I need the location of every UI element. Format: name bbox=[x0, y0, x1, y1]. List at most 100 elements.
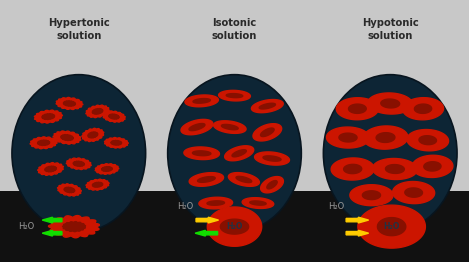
Polygon shape bbox=[213, 121, 246, 133]
Text: H₂O: H₂O bbox=[177, 203, 193, 211]
Polygon shape bbox=[232, 150, 246, 157]
Text: H₂O: H₂O bbox=[329, 203, 345, 211]
Polygon shape bbox=[193, 99, 210, 103]
Polygon shape bbox=[348, 104, 366, 113]
Polygon shape bbox=[185, 95, 219, 107]
Polygon shape bbox=[393, 182, 435, 204]
Polygon shape bbox=[109, 114, 119, 119]
Polygon shape bbox=[207, 201, 225, 205]
Polygon shape bbox=[412, 155, 453, 177]
Polygon shape bbox=[261, 177, 283, 193]
Text: Hypertonic
solution: Hypertonic solution bbox=[48, 18, 110, 41]
Polygon shape bbox=[38, 163, 63, 175]
Polygon shape bbox=[251, 100, 283, 113]
Polygon shape bbox=[66, 158, 91, 170]
Polygon shape bbox=[253, 124, 282, 141]
Polygon shape bbox=[199, 197, 233, 209]
Ellipse shape bbox=[12, 75, 145, 232]
Polygon shape bbox=[228, 173, 259, 186]
Bar bbox=[0, 0, 469, 191]
Polygon shape bbox=[197, 177, 215, 182]
Polygon shape bbox=[376, 133, 395, 143]
Polygon shape bbox=[344, 164, 362, 174]
Polygon shape bbox=[181, 119, 213, 135]
Polygon shape bbox=[225, 146, 254, 161]
FancyArrow shape bbox=[346, 217, 369, 223]
Polygon shape bbox=[378, 218, 406, 236]
Polygon shape bbox=[339, 133, 357, 142]
Polygon shape bbox=[386, 165, 404, 173]
FancyArrow shape bbox=[42, 217, 62, 223]
Polygon shape bbox=[184, 147, 219, 160]
Polygon shape bbox=[48, 216, 99, 238]
Polygon shape bbox=[350, 185, 393, 206]
Polygon shape bbox=[189, 173, 224, 186]
Polygon shape bbox=[372, 159, 417, 179]
FancyArrow shape bbox=[42, 230, 62, 236]
Polygon shape bbox=[363, 191, 380, 200]
Ellipse shape bbox=[323, 75, 457, 232]
Polygon shape bbox=[105, 138, 128, 148]
Polygon shape bbox=[88, 132, 98, 138]
Polygon shape bbox=[192, 151, 211, 156]
Polygon shape bbox=[42, 114, 55, 119]
Ellipse shape bbox=[168, 75, 301, 232]
Polygon shape bbox=[363, 126, 408, 149]
Text: Isotonic
solution: Isotonic solution bbox=[212, 18, 257, 41]
Polygon shape bbox=[30, 137, 57, 149]
Polygon shape bbox=[255, 152, 289, 165]
Polygon shape bbox=[259, 103, 275, 109]
Polygon shape bbox=[336, 98, 378, 120]
Polygon shape bbox=[424, 162, 441, 171]
Polygon shape bbox=[405, 188, 423, 197]
Polygon shape bbox=[358, 205, 425, 248]
Polygon shape bbox=[73, 161, 84, 166]
Polygon shape bbox=[82, 128, 104, 141]
Text: Hypotonic
solution: Hypotonic solution bbox=[362, 18, 419, 41]
Polygon shape bbox=[58, 184, 81, 196]
Polygon shape bbox=[261, 128, 274, 137]
Polygon shape bbox=[236, 176, 252, 183]
Polygon shape bbox=[64, 187, 75, 193]
Polygon shape bbox=[207, 207, 262, 246]
Polygon shape bbox=[267, 181, 277, 189]
Polygon shape bbox=[331, 158, 374, 180]
Polygon shape bbox=[381, 99, 400, 108]
Polygon shape bbox=[221, 124, 238, 130]
Polygon shape bbox=[220, 219, 249, 234]
Polygon shape bbox=[189, 123, 205, 131]
Polygon shape bbox=[402, 98, 444, 120]
Text: H₂O: H₂O bbox=[227, 222, 242, 231]
FancyArrow shape bbox=[196, 217, 219, 223]
Polygon shape bbox=[103, 111, 125, 122]
Polygon shape bbox=[102, 167, 112, 171]
Polygon shape bbox=[242, 198, 274, 209]
Polygon shape bbox=[45, 166, 56, 172]
Polygon shape bbox=[415, 104, 431, 113]
Polygon shape bbox=[219, 90, 250, 101]
Text: H₂O: H₂O bbox=[384, 222, 400, 231]
Polygon shape bbox=[111, 140, 121, 145]
Polygon shape bbox=[86, 105, 109, 118]
FancyArrow shape bbox=[195, 230, 218, 236]
Polygon shape bbox=[53, 131, 81, 144]
Polygon shape bbox=[63, 101, 76, 106]
Polygon shape bbox=[326, 127, 370, 148]
Polygon shape bbox=[419, 136, 437, 145]
Polygon shape bbox=[407, 129, 448, 151]
Polygon shape bbox=[56, 97, 83, 110]
Polygon shape bbox=[368, 93, 413, 114]
Polygon shape bbox=[62, 222, 85, 232]
Polygon shape bbox=[34, 110, 62, 123]
Polygon shape bbox=[92, 108, 103, 114]
Polygon shape bbox=[263, 156, 281, 161]
Polygon shape bbox=[250, 201, 266, 205]
Text: H₂O: H₂O bbox=[18, 222, 34, 231]
Polygon shape bbox=[86, 179, 109, 190]
Polygon shape bbox=[92, 182, 103, 187]
FancyArrow shape bbox=[346, 230, 369, 236]
Polygon shape bbox=[38, 140, 50, 145]
Polygon shape bbox=[226, 94, 243, 98]
Polygon shape bbox=[61, 135, 73, 140]
Polygon shape bbox=[95, 164, 119, 174]
